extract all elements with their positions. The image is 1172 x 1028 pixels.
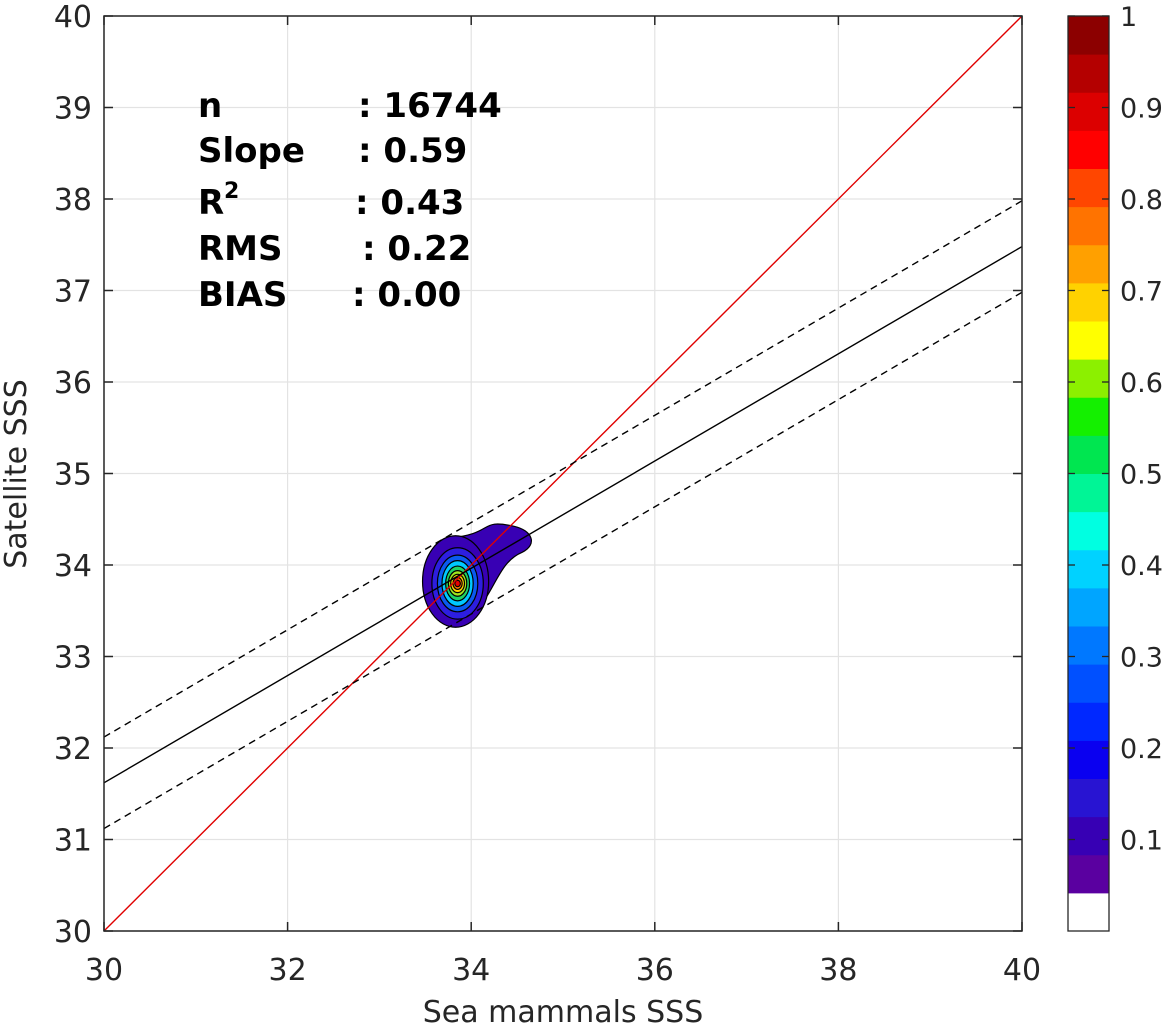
stat-value: : 0.00 (352, 275, 461, 315)
colorbar-segment (1068, 282, 1109, 322)
stat-superscript: 2 (224, 179, 239, 204)
stat-value: : 0.43 (355, 183, 464, 223)
x-tick-label: 40 (1003, 953, 1041, 988)
colorbar-tick-label: 0.3 (1120, 643, 1163, 674)
x-tick-label: 30 (85, 953, 123, 988)
colorbar-segment (1068, 892, 1109, 932)
colorbar-tick-label: 0.4 (1120, 551, 1163, 582)
regression-lower-line (104, 291, 1022, 830)
colorbar-tick-label: 0.6 (1120, 368, 1163, 399)
y-tick-label: 36 (54, 366, 92, 401)
colorbar-segment (1068, 587, 1109, 627)
grid (103, 15, 1023, 932)
colorbar-segment (1068, 664, 1109, 703)
x-tick-label: 38 (819, 953, 857, 988)
stats-box: n : 16744 Slope : 0.59 R 2 : 0.43 RMS : 0.22 BIAS… (198, 86, 502, 315)
colorbar-segment (1068, 626, 1109, 665)
colorbar-segment (1068, 854, 1109, 894)
x-tick-label: 36 (636, 953, 674, 988)
colorbar-segment (1068, 435, 1109, 474)
colorbar-segment (1068, 130, 1109, 169)
reference-lines (104, 16, 1022, 931)
y-tick-label: 40 (54, 0, 92, 35)
x-tick-label: 32 (269, 953, 307, 988)
colorbar-segment (1068, 702, 1109, 741)
one-to-one-line (104, 16, 1022, 931)
y-axis-label: Satellite SSS (0, 379, 34, 569)
colorbar-segment (1068, 92, 1109, 131)
colorbar-segment (1068, 244, 1109, 284)
y-tick-label: 33 (54, 641, 92, 676)
colorbar-segment (1068, 54, 1109, 93)
stat-label: BIAS (198, 275, 287, 315)
colorbar-tick-label: 0.9 (1120, 94, 1163, 125)
y-tick-label: 31 (54, 824, 92, 859)
y-tick-label: 35 (54, 458, 92, 493)
colorbar-segment (1068, 321, 1109, 360)
y-tick-label: 38 (54, 183, 92, 218)
stat-value: : 16744 (358, 86, 502, 126)
colorbar-tick-label: 1 (1120, 2, 1137, 33)
colorbar-segment (1068, 359, 1109, 398)
colorbar-tick-label: 0.1 (1120, 826, 1163, 857)
colorbar-segment (1068, 473, 1109, 513)
colorbar-tick-label: 0.8 (1120, 185, 1163, 216)
colorbar-segment (1068, 16, 1109, 55)
colorbar-segment (1068, 511, 1109, 551)
x-tick-label: 34 (452, 953, 490, 988)
colorbar-segment (1068, 206, 1109, 246)
y-tick-label: 37 (54, 275, 92, 310)
stat-value: : 0.22 (362, 229, 471, 269)
colorbar-segment (1068, 816, 1109, 856)
colorbar-tick-label: 0.7 (1120, 277, 1163, 308)
colorbar-tick-label: 0.2 (1120, 734, 1163, 765)
y-tick-label: 39 (54, 92, 92, 127)
y-tick-label: 30 (54, 915, 92, 950)
regression-upper-line (104, 200, 1022, 738)
y-tick-label: 34 (54, 549, 92, 584)
colorbar: 0.1 0.2 0.3 0.4 0.5 0.6 0.7 0.8 0.9 1 (1067, 2, 1163, 932)
colorbar-segment (1068, 397, 1109, 436)
colorbar-tick-label: 0.5 (1120, 460, 1163, 491)
y-tick-label: 32 (54, 732, 92, 767)
colorbar-segment (1068, 778, 1109, 818)
density-contour (454, 579, 461, 588)
stat-label: n (198, 86, 222, 126)
stat-value: : 0.59 (358, 131, 467, 171)
colorbar-segment (1068, 168, 1109, 208)
colorbar-segment (1068, 740, 1109, 779)
axis-ticks: 30 32 34 36 38 40 30 31 32 33 34 35 36 37 38 39 40 (54, 0, 1041, 988)
x-axis-label: Sea mammals SSS (423, 995, 704, 1028)
colorbar-segment (1068, 549, 1109, 589)
regression-line (104, 245, 1022, 784)
stat-label: Slope (198, 131, 305, 171)
stat-label: R (198, 183, 224, 223)
density-level-0.85 (454, 579, 461, 588)
stat-label: RMS (198, 229, 283, 269)
